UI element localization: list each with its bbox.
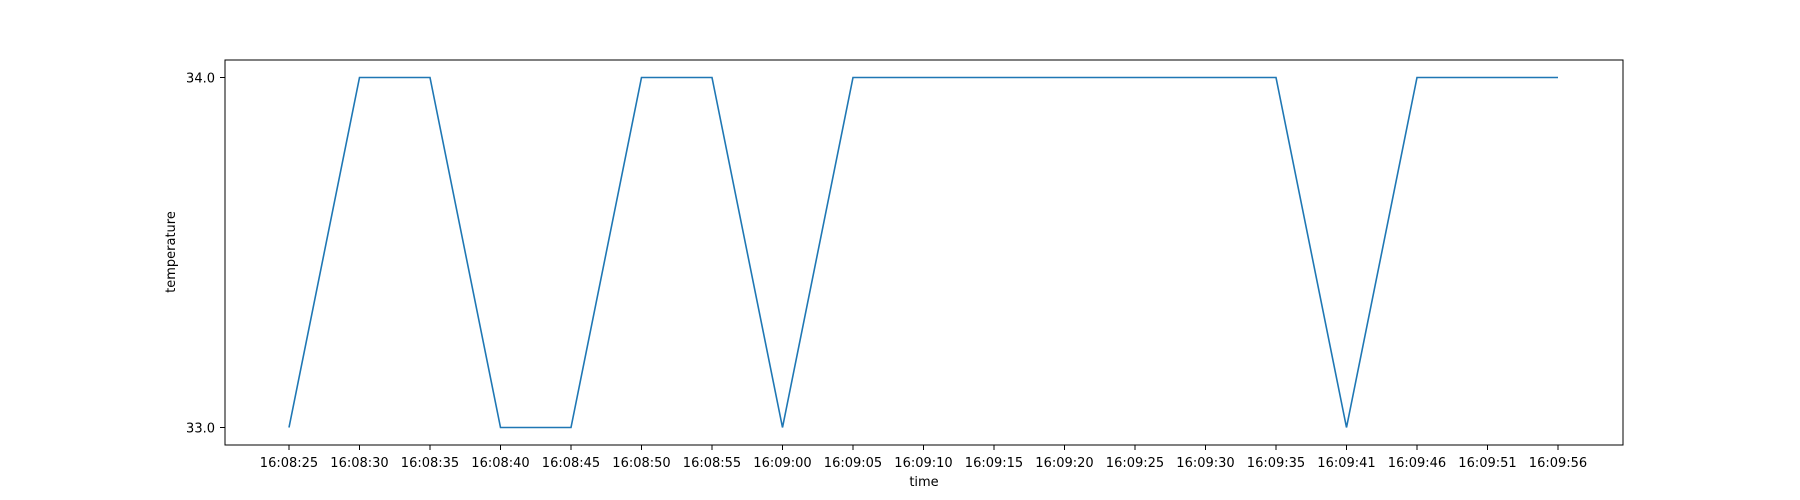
x-tick-label: 16:08:25: [260, 456, 318, 471]
y-axis-label: temperature: [164, 211, 179, 293]
x-tick-label: 16:08:40: [471, 456, 529, 471]
x-tick-label: 16:09:00: [753, 456, 811, 471]
x-tick-label: 16:09:20: [1035, 456, 1093, 471]
x-tick-label: 16:08:45: [542, 456, 600, 471]
x-tick-label: 16:09:46: [1388, 456, 1446, 471]
x-tick-label: 16:09:05: [824, 456, 882, 471]
temperature-line: [288, 76, 1558, 429]
x-tick-label: 16:09:51: [1458, 456, 1516, 471]
y-tick-label: 33.0: [186, 422, 215, 437]
x-tick-label: 16:09:15: [965, 456, 1023, 471]
y-axis-ticks: 33.0 34.0: [186, 72, 225, 437]
x-tick-label: 16:08:55: [683, 456, 741, 471]
y-tick-label: 34.0: [186, 72, 215, 87]
x-tick-label: 16:09:41: [1317, 456, 1375, 471]
x-tick-label: 16:09:56: [1529, 456, 1587, 471]
x-tick-label: 16:08:50: [612, 456, 670, 471]
x-axis-ticks: 16:08:25 16:08:30 16:08:35 16:08:40 16:08:45…: [260, 445, 1587, 471]
plot-frame: [224, 59, 1624, 446]
x-axis-label: time: [909, 475, 938, 490]
x-tick-label: 16:08:35: [401, 456, 459, 471]
plot-area: [225, 60, 1623, 445]
x-tick-label: 16:09:30: [1176, 456, 1234, 471]
x-tick-label: 16:09:25: [1106, 456, 1164, 471]
x-tick-label: 16:09:10: [894, 456, 952, 471]
x-tick-label: 16:08:30: [330, 456, 388, 471]
x-tick-label: 16:09:35: [1247, 456, 1305, 471]
